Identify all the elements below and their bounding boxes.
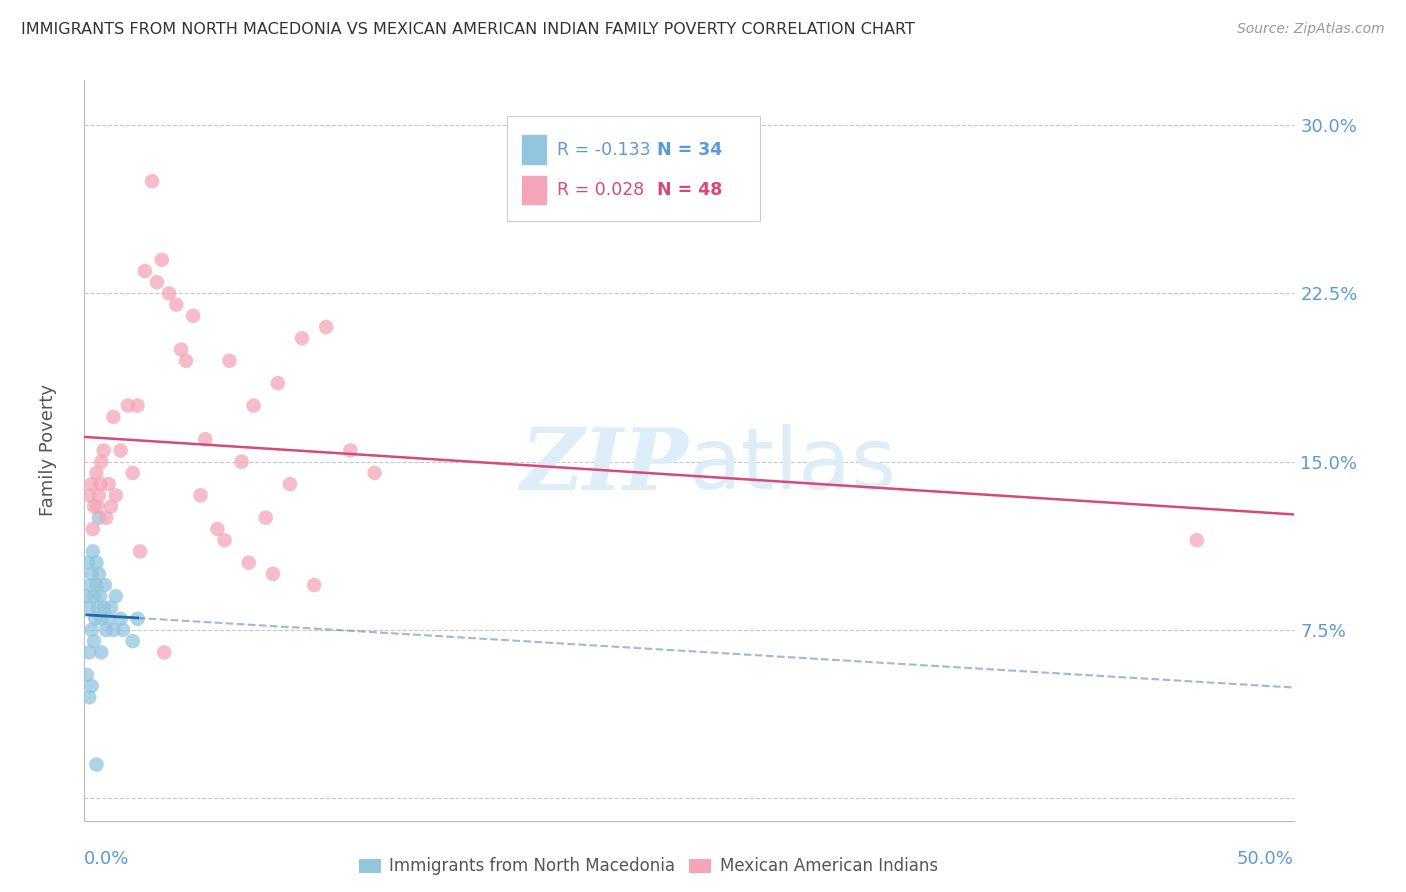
Point <box>86 500 108 514</box>
Point <box>174 353 197 368</box>
Point <box>80 679 103 693</box>
Text: Immigrants from North Macedonia: Immigrants from North Macedonia <box>389 857 675 875</box>
Point <box>110 443 132 458</box>
Point <box>77 556 100 570</box>
Point <box>150 252 173 267</box>
Point <box>112 623 135 637</box>
Point <box>157 286 180 301</box>
Point <box>363 466 385 480</box>
Point <box>218 353 240 368</box>
Point <box>302 578 325 592</box>
Point <box>90 612 112 626</box>
Point <box>1185 533 1208 548</box>
Point <box>86 556 108 570</box>
Point <box>79 578 101 592</box>
Point <box>76 668 98 682</box>
Point <box>100 600 122 615</box>
Point <box>82 522 104 536</box>
Point <box>82 544 104 558</box>
Point <box>165 298 187 312</box>
Point <box>86 578 108 592</box>
Point <box>117 399 139 413</box>
Point <box>141 174 163 188</box>
Text: Source: ZipAtlas.com: Source: ZipAtlas.com <box>1237 22 1385 37</box>
Text: IMMIGRANTS FROM NORTH MACEDONIA VS MEXICAN AMERICAN INDIAN FAMILY POVERTY CORREL: IMMIGRANTS FROM NORTH MACEDONIA VS MEXIC… <box>21 22 915 37</box>
Text: 0.0%: 0.0% <box>84 850 129 868</box>
Point <box>83 589 105 603</box>
Text: Family Poverty: Family Poverty <box>39 384 58 516</box>
Point <box>76 589 98 603</box>
Text: Mexican American Indians: Mexican American Indians <box>720 857 938 875</box>
Point <box>90 455 112 469</box>
Point <box>121 466 143 480</box>
Point <box>86 757 108 772</box>
Point <box>94 578 117 592</box>
Point <box>100 500 122 514</box>
Point <box>77 645 100 659</box>
Point <box>121 634 143 648</box>
Point <box>80 623 103 637</box>
Point <box>97 612 120 626</box>
Point <box>127 399 149 413</box>
Point <box>83 500 105 514</box>
Point <box>104 488 127 502</box>
Point <box>238 556 260 570</box>
Point <box>87 488 110 502</box>
Point <box>278 477 301 491</box>
Point <box>146 275 169 289</box>
Point <box>87 566 110 581</box>
Point <box>93 443 115 458</box>
Point <box>77 488 100 502</box>
Text: N = 48: N = 48 <box>658 181 723 199</box>
Point <box>181 309 204 323</box>
Point <box>231 455 253 469</box>
Point <box>77 690 100 705</box>
Point <box>315 320 337 334</box>
Text: atlas: atlas <box>689 424 897 507</box>
Point <box>194 432 217 446</box>
Point <box>170 343 193 357</box>
Point <box>190 488 212 502</box>
Point <box>84 612 107 626</box>
Point <box>83 634 105 648</box>
Point <box>129 544 152 558</box>
Text: N = 34: N = 34 <box>658 141 723 159</box>
Point <box>87 510 110 524</box>
Point <box>86 600 108 615</box>
Point <box>89 477 111 491</box>
Point <box>267 376 290 391</box>
Point <box>339 443 361 458</box>
Text: ZIP: ZIP <box>522 424 689 507</box>
Point <box>86 466 108 480</box>
Text: 50.0%: 50.0% <box>1237 850 1294 868</box>
Point <box>94 623 117 637</box>
Text: R = 0.028: R = 0.028 <box>557 181 644 199</box>
Point <box>77 600 100 615</box>
Point <box>153 645 176 659</box>
Point <box>214 533 236 548</box>
Point <box>262 566 284 581</box>
Point <box>103 409 125 424</box>
Point <box>103 623 125 637</box>
Point <box>80 477 103 491</box>
Point <box>80 566 103 581</box>
Point <box>90 645 112 659</box>
Point <box>97 477 120 491</box>
Point <box>127 612 149 626</box>
Point <box>291 331 314 345</box>
Point <box>110 612 132 626</box>
Text: R = -0.133: R = -0.133 <box>557 141 651 159</box>
Point <box>94 510 117 524</box>
Point <box>207 522 229 536</box>
Point <box>104 589 127 603</box>
Point <box>93 600 115 615</box>
Point <box>242 399 264 413</box>
Point <box>89 589 111 603</box>
Point <box>254 510 277 524</box>
Point <box>134 264 156 278</box>
